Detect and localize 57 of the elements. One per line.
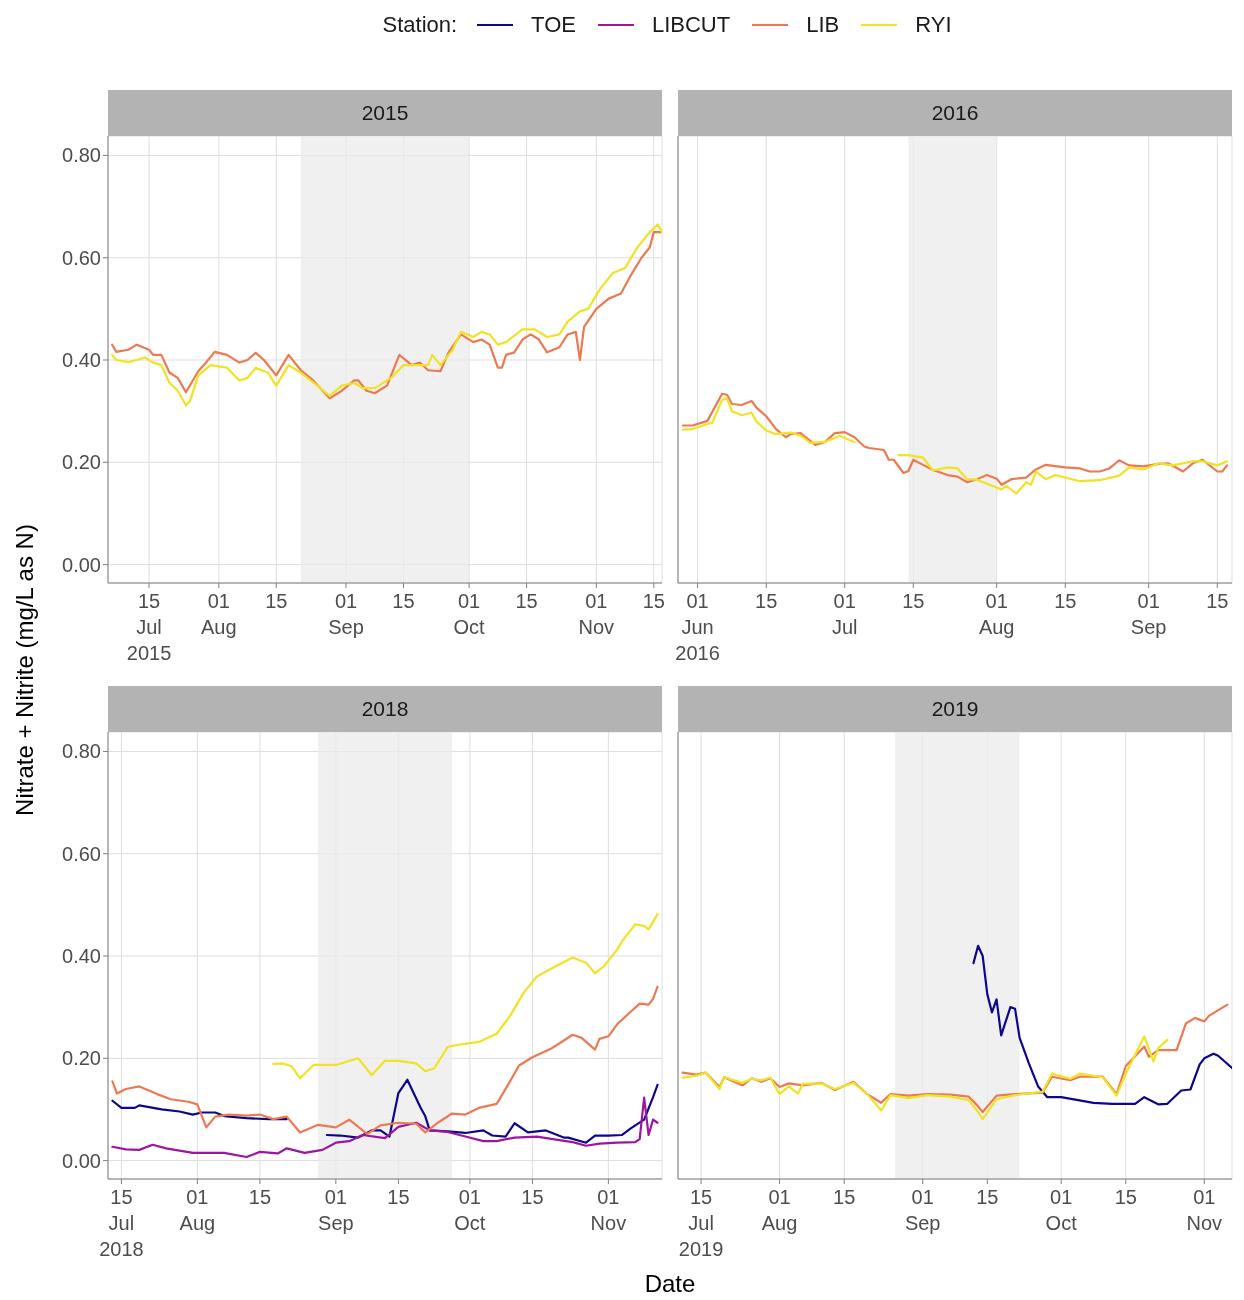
legend-title: Station:	[382, 12, 458, 38]
legend-label: LIBCUT	[651, 12, 731, 38]
y-tick-label: 0.20	[62, 451, 101, 474]
x-tick-label: 15	[1206, 590, 1229, 613]
y-tick-label: 0.80	[62, 740, 101, 763]
chart-title: 2015	[108, 90, 662, 136]
y-axis-title: Nitrate + Nitrite (mg/L as N)	[11, 523, 39, 818]
x-tick-label: 15	[521, 1186, 544, 1209]
legend-label: TOE	[531, 12, 576, 38]
x-tick-label: 01 Jul	[831, 590, 858, 639]
x-tick-label: 01 Nov	[578, 590, 615, 639]
x-tick-label: 01 Oct	[454, 1186, 486, 1235]
x-tick-label: 01 Sep	[328, 590, 364, 639]
line-series	[111, 985, 659, 1136]
x-tick-label: 15	[833, 1186, 856, 1209]
x-tick-label: 15	[515, 590, 538, 613]
x-tick-label: 15	[1114, 1186, 1137, 1209]
x-tick-label: 01 Aug	[761, 1186, 798, 1235]
x-tick-label: 15	[1054, 590, 1077, 613]
y-tick-label: 0.40	[62, 945, 101, 968]
y-tick-label: 0.80	[62, 144, 101, 167]
x-tick-label: 15	[387, 1186, 410, 1209]
chart-title: 2019	[678, 686, 1232, 732]
x-tick-label: 01 Aug	[201, 590, 237, 639]
x-tick-label: 15	[265, 590, 288, 613]
y-tick-label: 0.00	[62, 1149, 101, 1172]
x-tick-label: 01 Nov	[1186, 1186, 1223, 1235]
line-series	[272, 912, 659, 1080]
x-tick-label: 15	[755, 590, 778, 613]
legend-label: RYI	[915, 12, 952, 38]
x-tick-label: 01 Sep	[318, 1186, 354, 1235]
x-tick-label: 15	[248, 1186, 272, 1209]
y-tick-label: 0.00	[62, 553, 101, 576]
y-tick-label: 0.60	[62, 246, 101, 269]
x-tick-label: 01 Jun 2016	[675, 590, 720, 665]
x-tick-label: 15	[392, 590, 415, 613]
x-tick-label: 01 Sep	[904, 1186, 941, 1235]
y-tick-label: 0.60	[62, 842, 101, 865]
x-tick-label: 15	[976, 1186, 999, 1209]
x-tick-label: 01 Oct	[453, 590, 486, 639]
x-tick-label: 01 Aug	[978, 590, 1015, 639]
x-tick-label: 15	[642, 590, 665, 613]
legend-label: LIB	[806, 12, 840, 38]
x-tick-label: 15 Jul 2018	[99, 1186, 144, 1261]
x-tick-label: 01 Sep	[1130, 590, 1167, 639]
x-tick-label: 15 Jul 2019	[678, 1186, 724, 1261]
x-tick-label: 15	[902, 590, 925, 613]
x-tick-label: 01 Nov	[590, 1186, 627, 1235]
line-series	[111, 1096, 659, 1159]
x-tick-label: 01 Oct	[1045, 1186, 1078, 1235]
chart-title: 2018	[108, 686, 662, 732]
x-axis-title: Date	[643, 1270, 697, 1298]
x-tick-label: 15 Jul 2015	[126, 590, 172, 665]
y-tick-label: 0.40	[62, 349, 101, 372]
chart-title: 2016	[678, 90, 1232, 136]
x-tick-label: 01 Aug	[179, 1186, 216, 1235]
y-tick-label: 0.20	[62, 1047, 101, 1070]
